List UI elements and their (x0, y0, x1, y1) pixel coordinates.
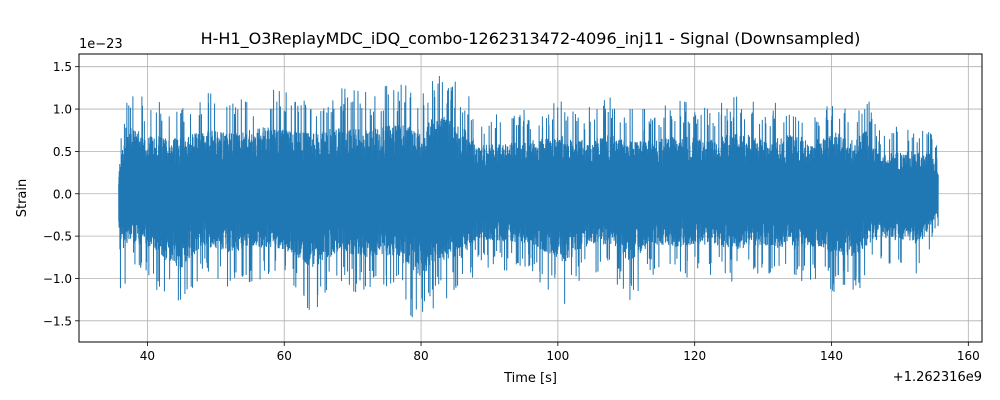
y-tick-label: 1.0 (53, 103, 72, 117)
y-tick-label: −1.0 (43, 272, 72, 286)
y-tick-label: 0.0 (53, 187, 72, 201)
x-tick-label: 120 (683, 349, 706, 363)
x-axis-label: Time [s] (503, 371, 557, 386)
x-tick-label: 80 (413, 349, 428, 363)
y-axis-label: Strain (15, 179, 30, 218)
y-axis-scale-label: 1e−23 (79, 37, 123, 52)
x-axis-offset-label: +1.262316e9 (893, 370, 982, 385)
axis-ticks: 40 60 80 100 120 140 160 −1.5 −1.0 −0.5 0.0 0.5 1.0 1… (43, 60, 980, 363)
x-tick-label: 60 (277, 349, 292, 363)
axes-frame (78, 53, 983, 343)
signal-line (118, 76, 939, 318)
y-tick-label: −1.5 (43, 314, 72, 328)
chart-title: H-H1_O3ReplayMDC_iDQ_combo-1262313472-40… (201, 29, 861, 49)
x-tick-label: 40 (140, 349, 155, 363)
x-tick-label: 140 (820, 349, 843, 363)
x-tick-label: 160 (957, 349, 980, 363)
y-tick-label: 1.5 (53, 60, 72, 74)
signal-series (118, 76, 939, 318)
y-tick-label: 0.5 (53, 145, 72, 159)
y-tick-label: −0.5 (43, 230, 72, 244)
x-tick-label: 100 (546, 349, 569, 363)
